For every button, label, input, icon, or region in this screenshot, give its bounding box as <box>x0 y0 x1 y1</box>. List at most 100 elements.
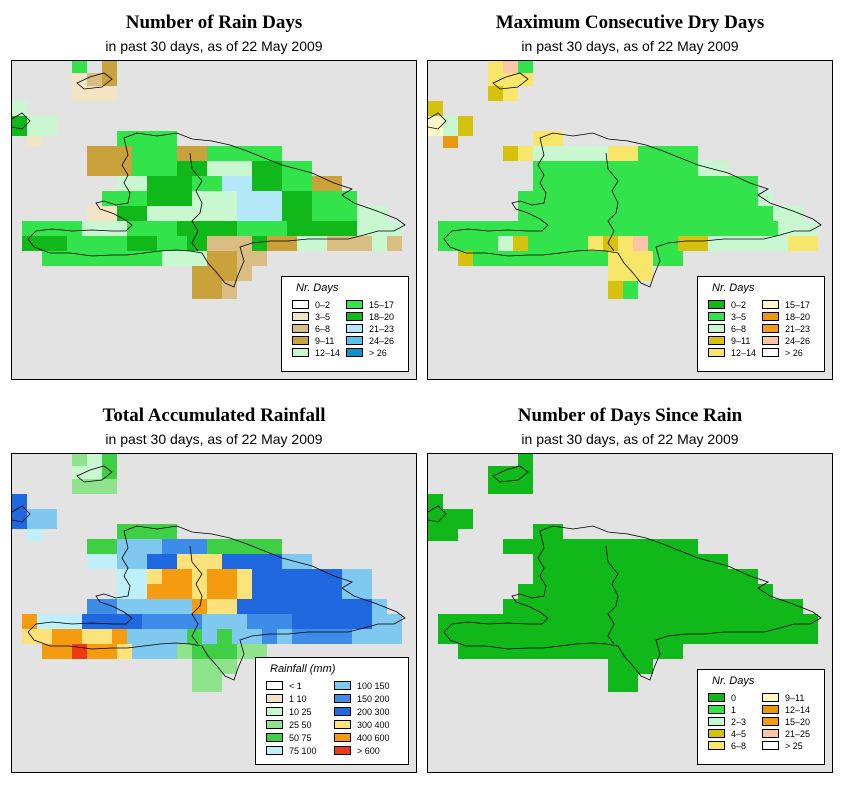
legend-label: 21–25 <box>785 728 811 739</box>
legend-item: 1 <box>708 704 736 715</box>
panel-subtitle: in past 30 days, as of 22 May 2009 <box>105 38 323 54</box>
legend-item: > 600 <box>334 745 380 756</box>
legend-item: 12–14 <box>292 347 340 358</box>
legend-label: 21–23 <box>369 323 395 334</box>
panel-title: Total Accumulated Rainfall <box>102 405 326 426</box>
legend-item: 3–5 <box>708 311 746 322</box>
legend-label: 9–11 <box>731 335 751 346</box>
legend-item: 21–23 <box>346 323 394 334</box>
grid-cells <box>428 61 818 299</box>
map-rain-days: Nr. Days 0–2 3–5 6–8 9–11 12–14 15–17 18… <box>11 60 417 380</box>
legend-item: 9–11 <box>708 335 750 346</box>
map-consecutive-dry-days: Nr. Days 0–2 3–5 6–8 9–11 12–14 15–17 18… <box>427 60 833 380</box>
legend-swatch <box>346 336 363 345</box>
legend-item: 10 25 <box>266 706 312 717</box>
legend-label: 300 400 <box>357 719 390 730</box>
legend-item: 24–26 <box>762 335 810 346</box>
map-days-since-rain: Nr. Days 0 1 2–3 4–5 6–8 9–11 12–14 15–2… <box>427 453 833 773</box>
legend-item: 21–25 <box>762 728 810 739</box>
legend-swatch <box>292 312 309 321</box>
legend-label: 400 600 <box>357 732 390 743</box>
legend-label: 75 100 <box>289 745 317 756</box>
legend-swatch <box>292 324 309 333</box>
legend-item: 0–2 <box>708 299 746 310</box>
legend-label: 2–3 <box>731 716 747 727</box>
legend-item: 150 200 <box>334 693 390 704</box>
legend-swatch <box>762 717 779 726</box>
legend-label: 25 50 <box>289 719 312 730</box>
legend-swatch <box>266 746 283 755</box>
legend-swatch <box>708 705 725 714</box>
grid-cells <box>428 454 818 692</box>
legend-label: > 25 <box>785 740 803 751</box>
legend-item: 4–5 <box>708 728 746 739</box>
legend-item: > 26 <box>762 347 803 358</box>
legend-label: 50 75 <box>289 732 312 743</box>
legend-swatch <box>762 312 779 321</box>
legend-label: 1 10 <box>289 693 307 704</box>
legend-swatch <box>762 336 779 345</box>
legend-days-since-rain: Nr. Days 0 1 2–3 4–5 6–8 9–11 12–14 15–2… <box>697 669 825 765</box>
legend-label: 24–26 <box>785 335 811 346</box>
legend-item: 0–2 <box>292 299 330 310</box>
legend-swatch <box>762 705 779 714</box>
panel-title: Maximum Consecutive Dry Days <box>495 12 765 33</box>
legend-label: 0 <box>731 692 737 703</box>
legend-swatch <box>708 312 725 321</box>
legend-swatch <box>334 681 351 690</box>
panel-subtitle: in past 30 days, as of 22 May 2009 <box>521 38 739 54</box>
legend-swatch <box>762 348 779 357</box>
legend-swatch <box>266 681 283 690</box>
legend-item: 15–17 <box>346 299 394 310</box>
grid-cells <box>12 61 402 299</box>
panel-title: Number of Rain Days <box>125 12 303 33</box>
legend-swatch <box>762 693 779 702</box>
legend-item: 12–14 <box>708 347 756 358</box>
map-accumulated-rainfall: Rainfall (mm) < 1 1 10 10 25 25 50 50 75… <box>11 453 417 773</box>
legend-swatch <box>762 729 779 738</box>
legend-label: 0–2 <box>731 299 747 310</box>
legend-label: 100 150 <box>357 680 390 691</box>
coastline <box>428 72 822 288</box>
legend-swatch <box>266 720 283 729</box>
legend-item: 6–8 <box>708 740 746 751</box>
panel-days-since-rain: Number of Days Since Rain in past 30 day… <box>427 393 833 778</box>
legend-label: 9–11 <box>315 335 335 346</box>
legend-title: Nr. Days <box>712 675 755 687</box>
legend-swatch <box>334 694 351 703</box>
legend-swatch <box>708 717 725 726</box>
legend-item: 6–8 <box>708 323 746 334</box>
legend-item: 21–23 <box>762 323 810 334</box>
legend-swatch <box>334 746 351 755</box>
legend-swatch <box>346 312 363 321</box>
map-grid-dry-days <box>428 61 822 299</box>
panel-rain-days: Number of Rain Days in past 30 days, as … <box>11 0 417 385</box>
legend-label: > 600 <box>357 745 380 756</box>
legend-item: 15–17 <box>762 299 810 310</box>
legend-label: 6–8 <box>731 323 747 334</box>
legend-swatch <box>292 348 309 357</box>
legend-item: 6–8 <box>292 323 330 334</box>
legend-item: 12–14 <box>762 704 810 715</box>
legend-label: 200 300 <box>357 706 390 717</box>
legend-item: 1 10 <box>266 693 307 704</box>
legend-rain-days: Nr. Days 0–2 3–5 6–8 9–11 12–14 15–17 18… <box>281 276 409 372</box>
legend-label: 15–20 <box>785 716 811 727</box>
legend-label: 6–8 <box>315 323 331 334</box>
legend-swatch <box>334 720 351 729</box>
legend-item: 9–11 <box>762 692 804 703</box>
legend-swatch <box>346 324 363 333</box>
legend-label: 3–5 <box>315 311 331 322</box>
legend-label: 150 200 <box>357 693 390 704</box>
legend-dry-days: Nr. Days 0–2 3–5 6–8 9–11 12–14 15–17 18… <box>697 276 825 372</box>
legend-item: 18–20 <box>762 311 810 322</box>
legend-label: 6–8 <box>731 740 747 751</box>
legend-swatch <box>334 707 351 716</box>
legend-item: 50 75 <box>266 732 312 743</box>
legend-swatch <box>346 348 363 357</box>
legend-item: > 26 <box>346 347 387 358</box>
legend-swatch <box>708 324 725 333</box>
panel-subtitle: in past 30 days, as of 22 May 2009 <box>521 431 739 447</box>
map-grid-rain-days <box>12 61 406 299</box>
legend-label: 18–20 <box>369 311 395 322</box>
